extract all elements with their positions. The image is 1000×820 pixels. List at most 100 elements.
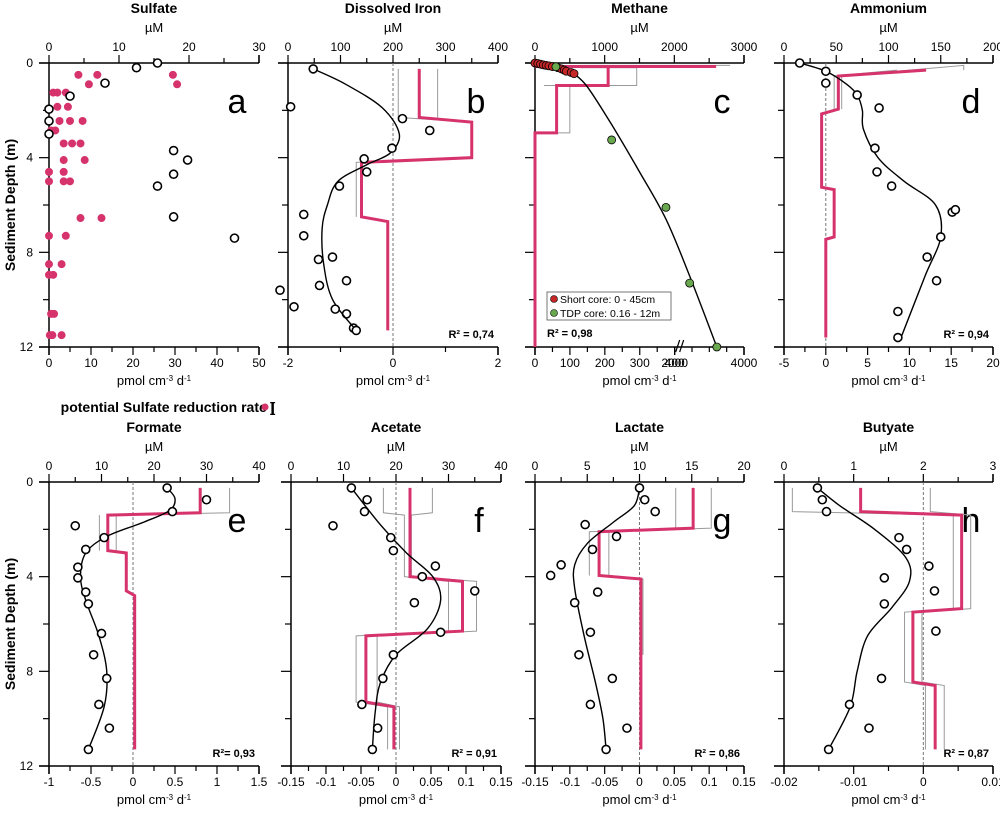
top-tick-label: 0 bbox=[781, 40, 788, 54]
panel-title: Methane bbox=[611, 0, 668, 16]
bottom-tick-label: 2 bbox=[495, 356, 502, 370]
rate-point bbox=[63, 102, 72, 111]
panel-letter: b bbox=[467, 83, 486, 121]
bottom-tick-label: -0.5 bbox=[81, 775, 102, 789]
top-tick-label: 5 bbox=[584, 459, 591, 473]
bottom-tick-label: 0 bbox=[636, 775, 643, 789]
concentration-point bbox=[870, 143, 880, 153]
sulfate-rate-legend-text: potential Sulfate reduction rate [ bbox=[61, 399, 276, 415]
bottom-tick-label: 5 bbox=[864, 356, 871, 370]
concentration-point bbox=[70, 520, 81, 531]
concentration-point bbox=[328, 520, 338, 531]
bottom-axis-label-part: pmol cm bbox=[602, 373, 651, 388]
bottom-axis-label-part: -3 bbox=[405, 374, 413, 383]
concentration-point bbox=[886, 181, 897, 191]
concentration-point bbox=[893, 332, 903, 343]
concentration-point bbox=[357, 699, 367, 710]
top-tick-label: 400 bbox=[488, 40, 508, 54]
rate-point bbox=[45, 231, 53, 240]
concentration-point bbox=[929, 586, 940, 596]
top-tick-label: 20 bbox=[389, 459, 403, 473]
concentration-point bbox=[65, 91, 75, 101]
rate-profile-line bbox=[106, 487, 202, 750]
rate-point bbox=[53, 88, 62, 97]
concentration-point bbox=[823, 744, 834, 755]
bottom-tick-label: -0.1 bbox=[316, 775, 337, 789]
tdp-core-point bbox=[712, 342, 722, 352]
top-tick-label: 0 bbox=[46, 40, 53, 54]
bottom-tick-label: 400 bbox=[665, 356, 685, 370]
rate-point bbox=[59, 156, 68, 165]
concentration-point bbox=[162, 483, 172, 493]
top-tick-label: 200 bbox=[383, 40, 403, 54]
fit-curve bbox=[79, 487, 176, 750]
concentration-point bbox=[417, 571, 428, 582]
bottom-axis-label-part: d bbox=[412, 373, 423, 388]
concentration-point bbox=[346, 483, 357, 493]
concentration-point bbox=[794, 58, 805, 68]
bottom-tick-label: -0.05 bbox=[591, 775, 619, 789]
panel-d: Ammonium µM d 0 50 100 150 200 -5 0 5 10 15 20 pmol cm… bbox=[774, 0, 1000, 388]
bottom-tick-label: 100 bbox=[560, 356, 580, 370]
rate-point bbox=[66, 116, 74, 125]
legend-box bbox=[546, 291, 672, 321]
bottom-tick-label: 0 bbox=[46, 356, 53, 370]
bottom-axis-label-part: d bbox=[173, 373, 184, 388]
concentration-point bbox=[372, 723, 383, 733]
bottom-axis-label-part: -1 bbox=[918, 793, 926, 802]
bottom-tick-label: 200 bbox=[595, 356, 615, 370]
concentration-point bbox=[587, 544, 598, 555]
concentration-point bbox=[901, 544, 912, 555]
y-tick-label: 0 bbox=[26, 56, 33, 70]
concentration-point bbox=[152, 58, 163, 68]
rate-point bbox=[57, 260, 66, 269]
concentration-point bbox=[152, 181, 163, 191]
concentration-point bbox=[80, 544, 91, 555]
bottom-axis-label-part: -3 bbox=[652, 793, 660, 802]
bottom-tick-label: 20 bbox=[126, 356, 140, 370]
concentration-point bbox=[308, 64, 319, 74]
bottom-axis-label-part: -3 bbox=[166, 374, 174, 383]
concentration-point bbox=[44, 104, 54, 114]
panel-title: Formate bbox=[126, 419, 181, 435]
panel-letter: g bbox=[713, 502, 732, 540]
bottom-tick-label: 0.15 bbox=[732, 775, 756, 789]
concentration-point bbox=[73, 562, 83, 573]
concentration-point bbox=[821, 506, 832, 517]
concentration-point bbox=[817, 494, 828, 505]
bottom-tick-label: 50 bbox=[252, 356, 266, 370]
rate-point bbox=[57, 331, 66, 340]
top-axis-label: µM bbox=[387, 439, 405, 454]
panel-title: Sulfate bbox=[131, 0, 178, 16]
concentration-point bbox=[167, 506, 178, 517]
top-tick-label: 20 bbox=[182, 40, 196, 54]
top-tick-label: 10 bbox=[633, 459, 647, 473]
top-tick-label: 2000 bbox=[661, 40, 688, 54]
bottom-tick-label: 300 bbox=[630, 356, 650, 370]
r-squared-label: R² = 0,86 bbox=[694, 748, 740, 760]
rate-point bbox=[59, 177, 68, 186]
concentration-point bbox=[327, 252, 338, 262]
bottom-axis-label: pmol cm-3 d-1 bbox=[602, 373, 677, 388]
sulfate-rate-legend-close: ] bbox=[270, 399, 275, 415]
concentration-point bbox=[931, 275, 942, 286]
concentration-point bbox=[88, 649, 99, 660]
concentration-point bbox=[397, 113, 408, 124]
bottom-tick-label: 0.1 bbox=[458, 775, 475, 789]
top-axis-label: µM bbox=[879, 439, 897, 454]
y-tick-label: 4 bbox=[26, 151, 33, 165]
bottom-tick-label: -2 bbox=[283, 356, 294, 370]
concentration-point bbox=[359, 506, 370, 517]
bottom-tick-label: 0.1 bbox=[701, 775, 718, 789]
concentration-point bbox=[611, 531, 622, 542]
top-axis-label: µM bbox=[145, 20, 163, 35]
concentration-point bbox=[351, 325, 362, 336]
concentration-point bbox=[131, 62, 142, 73]
concentration-point bbox=[73, 573, 83, 583]
bottom-tick-label: 0 bbox=[390, 356, 397, 370]
top-tick-label: 200 bbox=[983, 40, 1000, 54]
concentration-point bbox=[585, 699, 596, 710]
rate-point bbox=[76, 139, 85, 148]
fit-curve bbox=[573, 73, 718, 348]
